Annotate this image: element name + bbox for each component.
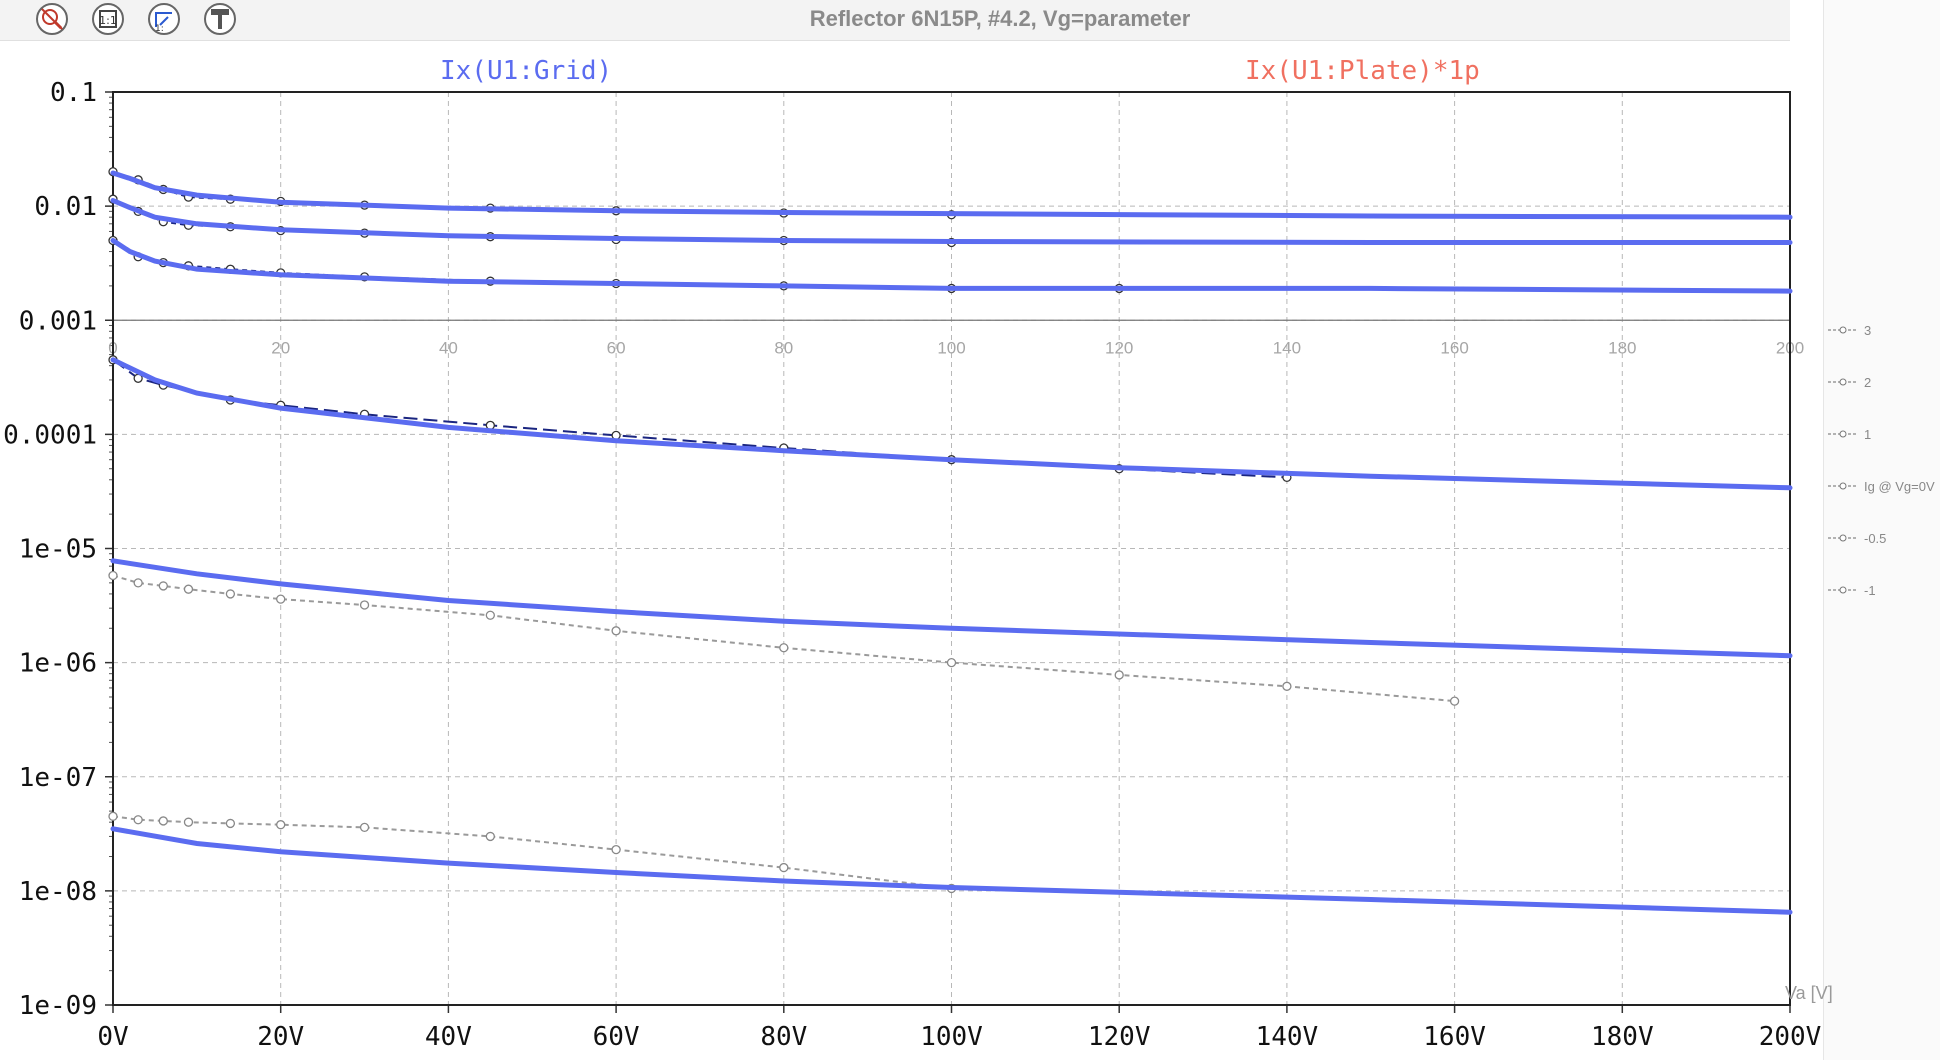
measured-point: [276, 594, 286, 604]
measured-point: [485, 610, 495, 620]
y-tick-label: 1e-08: [19, 877, 97, 907]
trace-label-plate[interactable]: Ix(U1:Plate)*1p: [1245, 56, 1480, 86]
measured-line: [112, 815, 952, 890]
overlay-x-tick-label: 160: [1440, 338, 1468, 357]
plot-frame: [112, 91, 1791, 1006]
simulated-line: [110, 238, 1793, 294]
zoom-back-icon: 1:: [148, 3, 180, 35]
y-tick-label: 0.1: [50, 78, 97, 108]
x-tick-label: 0V: [97, 1022, 128, 1052]
measured-point: [225, 818, 236, 829]
scrollbar[interactable]: [1790, 0, 1823, 1060]
simulated-line: [110, 170, 1793, 220]
svg-text:1:: 1:: [155, 24, 164, 34]
y-tick-label: 0.001: [19, 306, 97, 336]
legend-marker: [1839, 482, 1847, 490]
measured-point: [946, 657, 957, 668]
x-tick-label: 20V: [257, 1022, 304, 1052]
y-tick-label: 1e-07: [19, 763, 97, 793]
zoom-out-icon: [36, 3, 68, 35]
pin-icon: [204, 3, 236, 35]
x-tick-label: 100V: [920, 1022, 983, 1052]
legend-marker: [1839, 534, 1847, 542]
measured-point: [108, 811, 118, 821]
x-tick-label: 80V: [760, 1022, 807, 1052]
trace-label-grid[interactable]: Ix(U1:Grid): [440, 56, 613, 86]
measured-point: [359, 600, 370, 610]
x-axis-label: Va [V]: [1785, 983, 1833, 1003]
plot-area[interactable]: 0V 20V 40V 60V 80V 100V 120V 140V 160V 180V 200V 0.…: [0, 40, 1940, 1060]
y-tick-label: 0.01: [34, 192, 97, 222]
measured-point: [183, 817, 194, 827]
zoom-fit-icon: 1:1: [92, 3, 124, 35]
measured-point: [276, 820, 286, 830]
legend-label: -0.5: [1864, 531, 1886, 546]
x-tick-label: 140V: [1256, 1022, 1319, 1052]
simulated-line: [110, 558, 1793, 659]
zoom-fit-button[interactable]: 1:1: [88, 2, 128, 36]
y-tick-label: 1e-09: [19, 991, 97, 1021]
legend-label: 3: [1864, 323, 1871, 338]
x-tick-label: 160V: [1423, 1022, 1486, 1052]
x-tick-label: 200V: [1759, 1022, 1822, 1052]
x-tick-label: 60V: [593, 1022, 640, 1052]
measured-point: [359, 822, 370, 833]
legend-marker: [1839, 586, 1847, 594]
window-title: Reflector 6N15P, #4.2, Vg=parameter: [809, 6, 1191, 31]
measured-point: [611, 626, 621, 636]
overlay-x-tick-label: 20: [271, 338, 290, 357]
measured-point: [158, 816, 168, 826]
svg-text:1:1: 1:1: [99, 14, 117, 27]
measured-point: [779, 862, 789, 873]
measured-line: [112, 358, 1287, 479]
measured-point: [1282, 681, 1292, 691]
measured-point: [1449, 696, 1460, 706]
measured-point: [108, 570, 118, 581]
legend-label: 1: [1864, 427, 1871, 442]
overlay-x-tick-label: 120: [1105, 338, 1133, 357]
legend-label: 2: [1864, 375, 1871, 390]
measured-point: [1114, 670, 1124, 680]
x-tick-label: 120V: [1088, 1022, 1151, 1052]
legend-marker: [1839, 326, 1847, 334]
toolbar: 1:1 1: Reflector 6N15P, #4.2, Vg=paramet…: [0, 0, 1790, 41]
zoom-back-button[interactable]: 1:: [144, 2, 184, 36]
x-tick-label: 40V: [425, 1022, 472, 1052]
legend-marker: [1839, 378, 1847, 386]
side-panel: [1823, 0, 1940, 1060]
measured-point: [485, 831, 495, 842]
overlay-x-tick-label: 140: [1273, 338, 1301, 357]
simulated-line: [110, 198, 1793, 245]
measured-point: [133, 578, 143, 588]
overlay-x-tick-label: 100: [937, 338, 965, 357]
measured-point: [225, 589, 236, 599]
y-tick-label: 1e-05: [19, 535, 97, 565]
legend-marker: [1839, 430, 1847, 438]
legend-label: -1: [1864, 583, 1876, 598]
measured-point: [158, 581, 168, 591]
measured-point: [133, 815, 143, 825]
zoom-out-button[interactable]: [32, 2, 72, 36]
measured-point: [183, 584, 194, 594]
overlay-x-tick-label: 40: [439, 338, 458, 357]
pin-button[interactable]: [200, 2, 240, 36]
measured-point: [779, 643, 789, 653]
overlay-x-tick-label: 60: [607, 338, 626, 357]
y-tick-label: 1e-06: [19, 649, 97, 679]
measured-point: [611, 844, 621, 855]
overlay-x-tick-label: 80: [774, 338, 793, 357]
simulated-line: [110, 826, 1793, 915]
y-tick-label: 0.0001: [3, 420, 97, 450]
simulated-line: [110, 357, 1793, 491]
x-tick-label: 180V: [1591, 1022, 1654, 1052]
overlay-x-tick-label: 180: [1608, 338, 1636, 357]
legend-label: Ig @ Vg=0V: [1864, 479, 1935, 494]
